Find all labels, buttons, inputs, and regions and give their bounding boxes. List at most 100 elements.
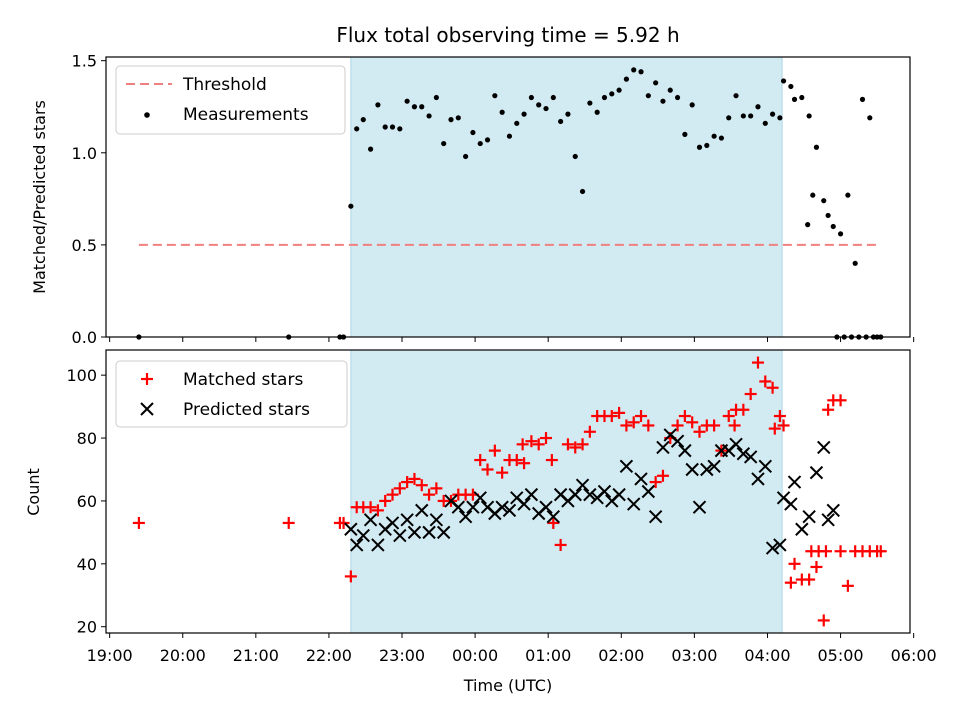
x-tick-label: 20:00	[160, 646, 206, 665]
matched-star-point	[751, 356, 764, 369]
x-tick-label: 06:00	[891, 646, 937, 665]
predicted-star-point	[736, 447, 751, 461]
legend-threshold-label: Threshold	[182, 75, 267, 95]
measurement-point	[521, 111, 527, 117]
legend-measurements-swatch	[144, 112, 150, 118]
predicted-star-point	[539, 500, 553, 514]
predicted-star-point	[466, 500, 480, 514]
predicted-star-point	[385, 516, 400, 530]
measurement-point	[825, 212, 831, 219]
measurement-point	[348, 203, 354, 209]
measurement-point	[806, 113, 812, 119]
matched-star-point	[525, 435, 538, 448]
measurement-point	[441, 140, 447, 147]
matched-star-point	[841, 579, 854, 592]
predicted-star-point	[583, 487, 597, 502]
measurement-point	[799, 94, 805, 101]
x-tick-label: 04:00	[744, 646, 790, 665]
measurement-point	[667, 87, 673, 93]
count-panel: 20 40 60 80 100 19:00 20:00 21:00 22:00 23:00 00:…	[24, 349, 937, 695]
predicted-star-point	[802, 509, 816, 524]
measurement-point	[718, 135, 725, 141]
measurement-point	[733, 93, 739, 99]
predicted-star-point	[400, 513, 414, 527]
predicted-star-point	[795, 522, 809, 536]
measurement-point	[830, 223, 836, 230]
matched-star-point	[656, 469, 669, 482]
measurement-point	[748, 113, 754, 119]
measurement-point	[821, 198, 827, 204]
chart-title: Flux total observing time = 5.92 h	[336, 23, 679, 47]
matched-star-point	[784, 576, 797, 589]
matched-star-point	[132, 516, 145, 529]
measurement-point	[769, 111, 776, 117]
measurement-point	[594, 109, 600, 115]
predicted-star-point	[407, 525, 422, 540]
predicted-star-point	[826, 503, 840, 518]
predicted-star-point	[495, 500, 509, 514]
matched-star-point	[834, 545, 847, 558]
matched-star-point	[518, 457, 531, 470]
predicted-star-point	[524, 487, 539, 502]
predicted-star-point	[422, 525, 436, 540]
predicted-star-point	[597, 484, 612, 499]
matched-star-point	[423, 488, 436, 501]
measurement-point	[682, 131, 688, 137]
matched-star-point	[337, 516, 350, 529]
predicted-star-point	[473, 491, 487, 505]
predicted-star-point	[809, 465, 824, 480]
matched-star-point	[364, 501, 377, 514]
matched-star-point	[737, 403, 750, 416]
predicted-star-point	[751, 472, 765, 486]
matched-star-point	[759, 375, 772, 388]
y-tick-label: 100	[66, 366, 97, 385]
matched-star-point	[834, 394, 847, 407]
measurement-point	[740, 113, 746, 119]
count-axes-frame	[105, 349, 911, 634]
count-legend-box	[115, 360, 348, 428]
measurement-point	[360, 117, 366, 123]
x-tick-label: 02:00	[598, 646, 644, 665]
matched-star-point	[817, 614, 830, 627]
matched-star-point	[788, 557, 801, 570]
matched-star-point	[510, 454, 523, 467]
matched-star-point	[547, 516, 560, 529]
matched-star-point	[415, 479, 428, 492]
predicted-star-point	[787, 475, 802, 489]
x-tick-label: 03:00	[671, 646, 717, 665]
predicted-star-point	[758, 459, 772, 474]
measurement-point	[711, 133, 717, 139]
matched-star-point	[642, 419, 655, 432]
matched-star-point	[649, 476, 662, 489]
measurement-point	[755, 104, 761, 110]
x-tick-label: 23:00	[379, 646, 425, 665]
matched-star-point	[481, 463, 494, 476]
predicted-star-point	[458, 509, 473, 524]
predicted-star-point	[821, 513, 835, 527]
measurement-point	[631, 67, 637, 73]
predicted-star-point	[546, 509, 561, 524]
matched-star-point	[430, 482, 443, 495]
x-tick-label: 01:00	[525, 646, 571, 665]
measurement-point	[726, 115, 732, 121]
x-axis-label: Time (UTC)	[463, 676, 552, 695]
matched-star-point	[822, 403, 835, 416]
y-tick-label: 40	[77, 555, 97, 574]
measurement-point	[543, 105, 549, 112]
matched-star-point	[561, 438, 574, 451]
matched-star-point	[620, 419, 633, 432]
matched-star-point	[768, 422, 781, 435]
predicted-star-point	[670, 434, 685, 448]
measurement-point	[572, 153, 578, 160]
measurement-point	[660, 98, 666, 104]
measurement-point	[354, 126, 360, 132]
matched-star-point	[516, 438, 529, 451]
measurement-point	[579, 188, 586, 195]
measurement-point	[674, 94, 681, 101]
measurement-point	[788, 83, 794, 90]
predicted-star-point	[634, 472, 648, 486]
measurement-point	[704, 142, 710, 149]
predicted-star-point	[729, 437, 743, 452]
x-tick-label: 19:00	[87, 646, 133, 665]
